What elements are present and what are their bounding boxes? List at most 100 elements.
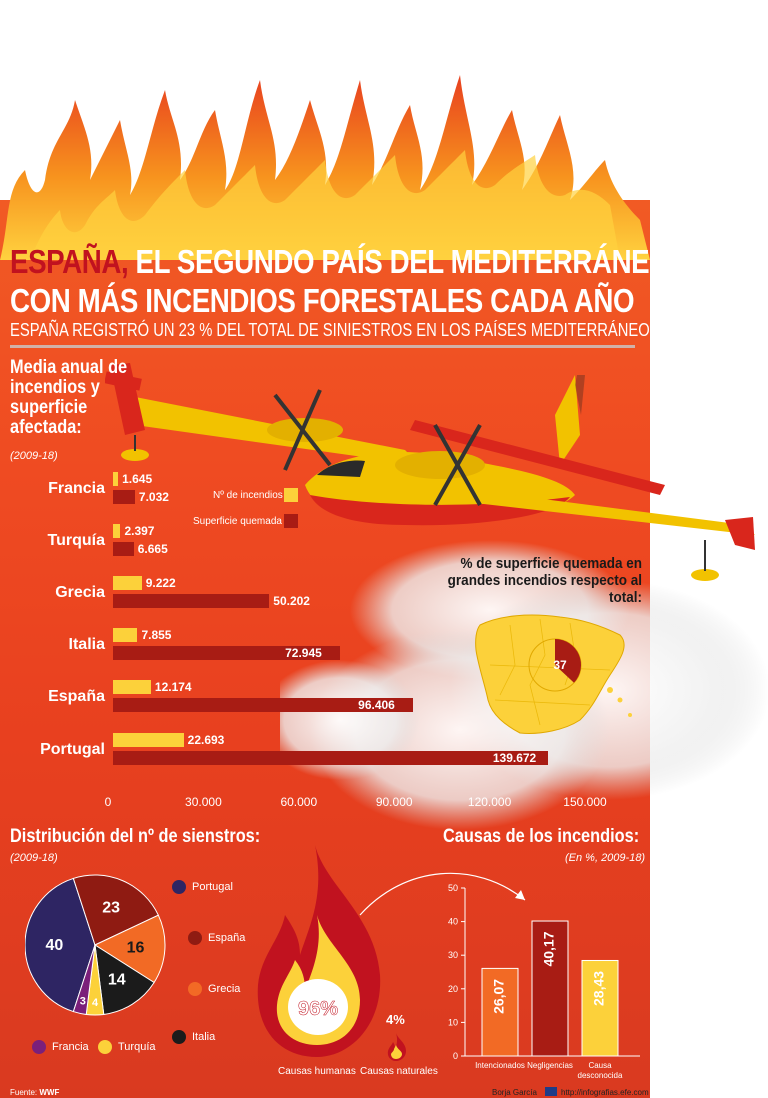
- causes-bar: [481, 967, 519, 1057]
- bar-value-label: 7.855: [141, 628, 172, 642]
- legend-superficie-swatch: [284, 514, 298, 528]
- legend-superficie-label: Superficie quemada: [193, 516, 282, 527]
- causes-arrow: [359, 872, 526, 916]
- footer-author: Borja García: [492, 1088, 537, 1097]
- map-pie: [528, 638, 582, 692]
- causes-category-label: Intencionados: [475, 1061, 525, 1070]
- bar-category-label: Portugal: [40, 741, 105, 758]
- legend-incendios-swatch: [284, 488, 298, 502]
- causes-bar-chart: 0 10 20 30 40 50 26,07 Intencionados 40,17 Negli…: [448, 883, 640, 1080]
- legend-turquia-label: Turquía: [118, 1041, 156, 1053]
- headline-line1: ESPAÑA, EL SEGUNDO PAÍS DEL MEDITERRÁNEO: [10, 243, 671, 281]
- map-title: % de superficie quemada en grandes incen…: [447, 555, 642, 606]
- human-causes-label: Causas humanas: [278, 1066, 356, 1077]
- x-tick-label: 0: [104, 795, 112, 809]
- x-tick-label: 90.000: [375, 795, 413, 809]
- bar-value-label: 7.032: [138, 490, 169, 504]
- bar-incendios: [113, 576, 142, 590]
- legend-italia-dot: [172, 1030, 186, 1044]
- x-tick-label: 150.000: [563, 795, 607, 809]
- headline-line2: CON MÁS INCENDIOS FORESTALES CADA AÑO: [10, 282, 635, 319]
- causes-category-label: Negligencias: [527, 1061, 573, 1070]
- causes-chart-period: (En %, 2009-18): [565, 852, 646, 864]
- bar-chart-title: Media anual de incendios y superficie af…: [10, 357, 128, 438]
- footer-source: Fuente: WWF: [10, 1088, 59, 1097]
- pie-chart-title: Distribución del nº de sienstros:: [10, 826, 261, 847]
- natural-causes-label: Causas naturales: [360, 1066, 438, 1077]
- map-pie-value: 37: [553, 658, 567, 672]
- headline-highlight: ESPAÑA,: [10, 243, 129, 280]
- bar-category-label: Italia: [68, 636, 105, 653]
- pie-slice-italia: [94, 944, 155, 1016]
- y-tick-label: 20: [448, 984, 458, 994]
- y-tick-label: 10: [448, 1017, 458, 1027]
- pie-slice-portugal: [25, 877, 96, 1013]
- y-tick-label: 50: [448, 883, 458, 893]
- legend-portugal-dot: [172, 880, 186, 894]
- bar-superficie: [113, 490, 135, 504]
- legend-espana-label: España: [208, 932, 246, 944]
- footer-source-value: WWF: [39, 1088, 60, 1097]
- causes-bar-value: 28,43: [591, 971, 607, 1006]
- footer-url: http://infografias.efe.com: [561, 1088, 649, 1097]
- causes-bar: [531, 920, 569, 1057]
- legend-turquia-dot: [98, 1040, 112, 1054]
- footer-source-label: Fuente:: [10, 1088, 38, 1097]
- pie-value-label: 14: [108, 971, 126, 988]
- pie-chart-period: (2009-18): [10, 852, 58, 864]
- bar-category-label: Francia: [48, 480, 105, 497]
- pie-slice-francia: [72, 944, 96, 1016]
- bar-incendios: [113, 680, 151, 694]
- bar-superficie: [113, 751, 548, 765]
- bar-category-label: España: [48, 688, 105, 705]
- bar-superficie: [113, 542, 134, 556]
- bar-value-label: 22.693: [187, 733, 225, 747]
- bar-incendios: [113, 628, 138, 642]
- bar-chart-period: (2009-18): [10, 450, 58, 462]
- natural-causes-pct: 4%: [386, 1012, 405, 1027]
- pie-slice-grecia: [93, 914, 166, 984]
- causes-bar-value: 26,07: [491, 979, 507, 1014]
- human-causes-flame: 96%: [257, 845, 381, 1057]
- bar-category-label: Grecia: [55, 584, 105, 601]
- bar-incendios: [113, 472, 119, 486]
- map-pie-slice: [555, 639, 581, 683]
- x-tick-label: 30.000: [185, 795, 222, 809]
- bar-value-label: 9.222: [145, 576, 176, 590]
- headline-line1-rest: EL SEGUNDO PAÍS DEL MEDITERRÁNEO: [128, 243, 671, 280]
- pie-value-label: 40: [46, 937, 64, 954]
- bar-category-label: Turquía: [47, 532, 105, 549]
- legend-italia-label: Italia: [192, 1031, 216, 1043]
- pie-value-label: 3: [80, 996, 86, 1008]
- pie-slice-espana: [72, 874, 160, 946]
- pie-value-label: 23: [102, 900, 120, 917]
- headline-subtitle: ESPAÑA REGISTRÓ UN 23 % DEL TOTAL DE SIN…: [10, 320, 660, 340]
- causes-category-label: desconocida: [578, 1071, 623, 1080]
- natural-causes-flame-icon: [387, 1033, 406, 1061]
- x-tick-label: 120.000: [467, 795, 512, 809]
- causes-category-label: Causa: [588, 1061, 612, 1070]
- y-tick-label: 40: [448, 917, 458, 927]
- bar-superficie: [113, 646, 341, 660]
- causes-bar: [581, 959, 619, 1057]
- bar-value-label: 72.945: [285, 646, 322, 660]
- flames-illustration: [0, 75, 650, 260]
- bar-value-label: 6.665: [137, 542, 168, 556]
- bar-superficie: [113, 594, 270, 608]
- bar-value-label: 1.645: [122, 472, 153, 486]
- y-tick-label: 30: [448, 950, 458, 960]
- legend-portugal-label: Portugal: [192, 881, 233, 893]
- legend-grecia-dot: [188, 982, 202, 996]
- legend-espana-dot: [188, 931, 202, 945]
- pie-value-label: 4: [92, 997, 99, 1009]
- y-tick-label: 0: [453, 1051, 458, 1061]
- bar-incendios: [113, 524, 121, 538]
- human-causes-pct: 96%: [298, 998, 338, 1020]
- spain-map: 37: [475, 614, 632, 734]
- bar-incendios: [113, 733, 184, 747]
- header-divider: [10, 345, 635, 348]
- bar-value-label: 2.397: [124, 524, 155, 538]
- bar-value-label: 139.672: [492, 751, 537, 765]
- bar-superficie: [113, 698, 414, 712]
